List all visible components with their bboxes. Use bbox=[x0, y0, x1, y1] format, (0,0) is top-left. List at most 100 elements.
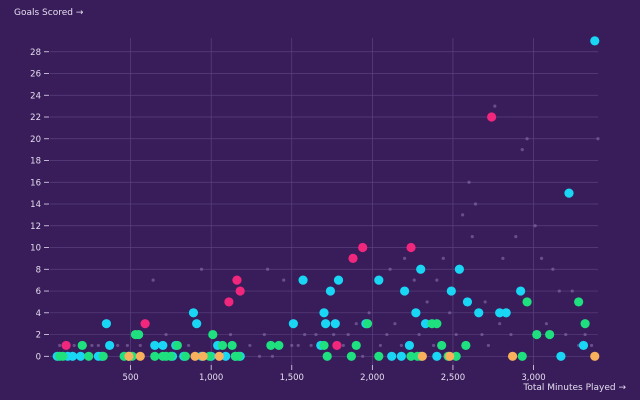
data-point-green bbox=[84, 351, 94, 361]
data-point-pink bbox=[235, 286, 245, 296]
background-point bbox=[361, 354, 365, 358]
data-point-green bbox=[461, 340, 471, 351]
data-point-cyan bbox=[474, 308, 484, 318]
data-point-cyan bbox=[158, 340, 168, 351]
background-point bbox=[262, 332, 266, 337]
data-point-cyan bbox=[556, 351, 566, 361]
data-point-green bbox=[150, 351, 160, 361]
background-point bbox=[470, 235, 474, 239]
data-point-orange bbox=[590, 351, 600, 361]
background-point bbox=[461, 213, 465, 217]
data-point-green bbox=[58, 351, 68, 361]
background-point bbox=[309, 343, 313, 348]
data-point-green bbox=[204, 351, 215, 361]
data-point-cyan bbox=[399, 286, 410, 296]
background-point bbox=[290, 343, 294, 348]
y-tick-label: 20 bbox=[30, 135, 41, 145]
data-point-cyan bbox=[319, 308, 329, 318]
data-point-orange bbox=[214, 351, 224, 361]
data-point-cyan bbox=[105, 340, 115, 351]
data-point-green bbox=[77, 340, 87, 351]
background-point bbox=[432, 343, 436, 348]
background-point bbox=[570, 289, 574, 293]
data-point-green bbox=[574, 297, 584, 307]
data-point-orange bbox=[507, 351, 518, 361]
data-point-pink bbox=[232, 275, 242, 285]
data-point-orange bbox=[198, 351, 208, 361]
background-point bbox=[270, 354, 275, 358]
data-point-cyan bbox=[420, 319, 431, 329]
points-layer bbox=[52, 36, 600, 361]
background-point bbox=[564, 332, 568, 337]
background-point bbox=[303, 332, 307, 337]
data-point-pink bbox=[332, 340, 342, 351]
grid-layer bbox=[50, 38, 598, 365]
data-point-green bbox=[227, 340, 237, 351]
data-point-cyan bbox=[188, 308, 199, 318]
y-tick-label: 0 bbox=[36, 352, 41, 362]
background-point bbox=[388, 267, 392, 271]
background-point bbox=[341, 343, 345, 348]
data-point-cyan bbox=[396, 351, 406, 361]
data-point-green bbox=[545, 329, 555, 340]
data-point-green bbox=[166, 351, 176, 361]
background-point bbox=[164, 332, 168, 337]
y-tick-label: 10 bbox=[30, 244, 41, 254]
data-point-green bbox=[374, 351, 384, 361]
data-point-pink bbox=[140, 319, 150, 329]
background-point bbox=[378, 343, 383, 348]
background-point bbox=[514, 235, 518, 239]
y-tick-label: 4 bbox=[36, 309, 41, 319]
background-point bbox=[596, 137, 600, 141]
y-tick-label: 16 bbox=[30, 178, 41, 188]
background-point bbox=[454, 332, 458, 337]
background-point bbox=[72, 343, 76, 348]
data-point-green bbox=[208, 329, 218, 340]
background-point bbox=[483, 300, 487, 304]
data-point-cyan bbox=[288, 319, 298, 329]
data-point-green bbox=[319, 340, 329, 351]
background-point bbox=[480, 332, 484, 337]
background-point bbox=[589, 343, 594, 348]
data-point-pink bbox=[358, 242, 368, 253]
x-tick-label: 3,000 bbox=[521, 373, 545, 383]
y-tick-label: 2 bbox=[36, 331, 41, 341]
data-point-cyan bbox=[333, 275, 344, 285]
background-point bbox=[354, 322, 358, 326]
background-point bbox=[486, 343, 490, 348]
data-point-cyan bbox=[416, 264, 426, 274]
data-point-green bbox=[517, 351, 527, 361]
data-point-cyan bbox=[411, 308, 421, 318]
background-point bbox=[367, 311, 371, 315]
background-point bbox=[501, 256, 505, 261]
y-tick-label: 18 bbox=[30, 157, 41, 167]
data-point-pink bbox=[406, 242, 416, 253]
background-point bbox=[314, 332, 318, 337]
background-point bbox=[346, 332, 350, 337]
data-point-cyan bbox=[150, 340, 160, 351]
y-tick-label: 22 bbox=[30, 113, 41, 123]
data-point-cyan bbox=[564, 188, 574, 198]
data-point-green bbox=[233, 351, 244, 361]
background-point bbox=[435, 278, 439, 282]
data-point-green bbox=[437, 340, 447, 351]
background-point bbox=[228, 332, 233, 337]
data-point-pink bbox=[348, 253, 358, 264]
background-point bbox=[520, 148, 524, 152]
data-point-cyan bbox=[192, 319, 202, 329]
background-point bbox=[412, 278, 416, 282]
y-tick-label: 28 bbox=[30, 48, 41, 58]
background-point bbox=[90, 343, 94, 348]
data-point-green bbox=[406, 351, 416, 361]
data-point-green bbox=[362, 319, 373, 329]
data-point-green bbox=[580, 319, 590, 329]
data-point-green bbox=[532, 329, 542, 340]
data-point-green bbox=[172, 340, 182, 351]
background-point bbox=[539, 256, 544, 261]
data-point-cyan bbox=[454, 264, 464, 274]
background-point bbox=[473, 202, 478, 206]
background-point bbox=[96, 343, 100, 348]
background-point bbox=[525, 137, 529, 141]
